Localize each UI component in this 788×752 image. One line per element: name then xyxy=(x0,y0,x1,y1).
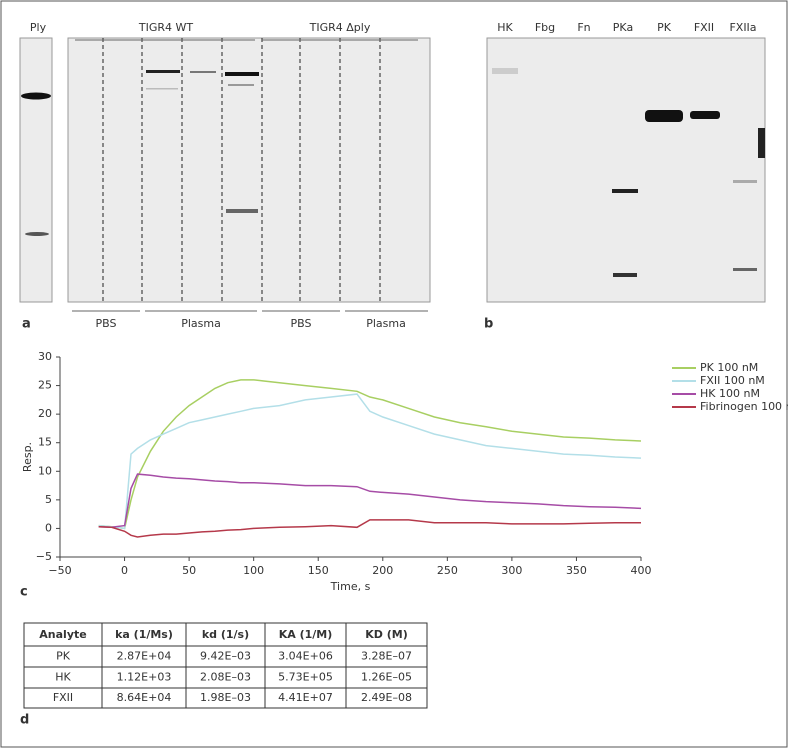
panel-label: b xyxy=(484,317,493,332)
cell: 2.49E–08 xyxy=(361,691,412,704)
gel xyxy=(67,37,431,303)
cell: 5.73E+05 xyxy=(278,671,333,684)
lane-label: HK xyxy=(497,21,513,34)
cell: 2.08E–03 xyxy=(200,671,251,684)
cell: 1.26E–05 xyxy=(361,671,412,684)
header-cell: KD (M) xyxy=(365,628,408,641)
lane-label: Fbg xyxy=(535,21,555,34)
gel-strip xyxy=(19,37,53,303)
y-tick-label: 20 xyxy=(38,407,52,420)
table-border xyxy=(23,622,428,709)
cell: FXII xyxy=(53,691,73,704)
y-axis-label: Resp. xyxy=(21,442,34,472)
panel-label: c xyxy=(20,585,28,600)
y-tick-label: 0 xyxy=(45,521,52,534)
x-tick-label: 250 xyxy=(437,564,458,577)
series-line xyxy=(98,519,641,538)
series-line xyxy=(98,393,642,530)
lane-label: PK xyxy=(657,21,672,34)
x-tick-label: 150 xyxy=(308,564,329,577)
legend-label: HK 100 nM xyxy=(700,387,760,400)
gel xyxy=(486,37,766,303)
header-cell: ka (1/Ms) xyxy=(115,628,173,641)
y-tick-label: −5 xyxy=(36,550,52,563)
header-cell: kd (1/s) xyxy=(202,628,249,641)
x-tick-label: −50 xyxy=(48,564,71,577)
x-tick-label: 300 xyxy=(501,564,522,577)
condition-label: Plasma xyxy=(366,317,406,330)
lane-label: Ply xyxy=(30,21,47,34)
cell: 9.42E–03 xyxy=(200,650,251,663)
cell: 8.64E+04 xyxy=(117,691,172,704)
group-label: TIGR4 WT xyxy=(138,21,194,34)
cell: 1.98E–03 xyxy=(200,691,251,704)
condition-label: PBS xyxy=(291,317,312,330)
x-tick-label: 200 xyxy=(372,564,393,577)
y-tick-label: 15 xyxy=(38,436,52,449)
cell: 3.28E–07 xyxy=(361,650,412,663)
x-tick-label: 0 xyxy=(121,564,128,577)
bands xyxy=(492,68,765,277)
group-label: TIGR4 Δply xyxy=(309,21,371,34)
series-line xyxy=(98,473,642,529)
lane-label: PKa xyxy=(613,21,633,34)
cell: 1.12E+03 xyxy=(117,671,172,684)
kinetics-table: Analyte ka (1/Ms) kd (1/s) KA (1/M) KD (M) PK… xyxy=(23,622,428,709)
x-tick-label: 350 xyxy=(566,564,587,577)
cell: 4.41E+07 xyxy=(278,691,333,704)
lane-label: FXII xyxy=(694,21,714,34)
bands xyxy=(146,70,259,213)
cell: HK xyxy=(55,671,71,684)
x-tick-label: 100 xyxy=(243,564,264,577)
header-cell: Analyte xyxy=(39,628,86,641)
x-axis-label: Time, s xyxy=(330,580,371,593)
legend-label: FXII 100 nM xyxy=(700,374,765,387)
series-line xyxy=(98,379,642,530)
legend-label: PK 100 nM xyxy=(700,361,758,374)
cell: 3.04E+06 xyxy=(278,650,333,663)
cell: PK xyxy=(56,650,71,663)
panel-label: d xyxy=(20,713,29,728)
band xyxy=(21,92,51,100)
header-cell: KA (1/M) xyxy=(279,628,333,641)
cell: 2.87E+04 xyxy=(117,650,172,663)
x-tick-label: 400 xyxy=(631,564,652,577)
y-tick-label: 30 xyxy=(38,350,52,363)
condition-label: Plasma xyxy=(181,317,221,330)
x-tick-label: 50 xyxy=(182,564,196,577)
y-tick-label: 25 xyxy=(38,379,52,392)
y-tick-label: 5 xyxy=(45,493,52,506)
panel-label: a xyxy=(22,317,31,332)
band xyxy=(25,232,49,236)
lane-label: Fn xyxy=(577,21,590,34)
lane-dividers xyxy=(102,38,381,302)
y-tick-label: 10 xyxy=(38,464,52,477)
condition-label: PBS xyxy=(96,317,117,330)
legend-label: Fibrinogen 100 nM xyxy=(700,400,788,413)
lane-labels: HK Fbg Fn PKa PK FXII FXIIa xyxy=(497,21,756,34)
lane-label: FXIIa xyxy=(729,21,756,34)
